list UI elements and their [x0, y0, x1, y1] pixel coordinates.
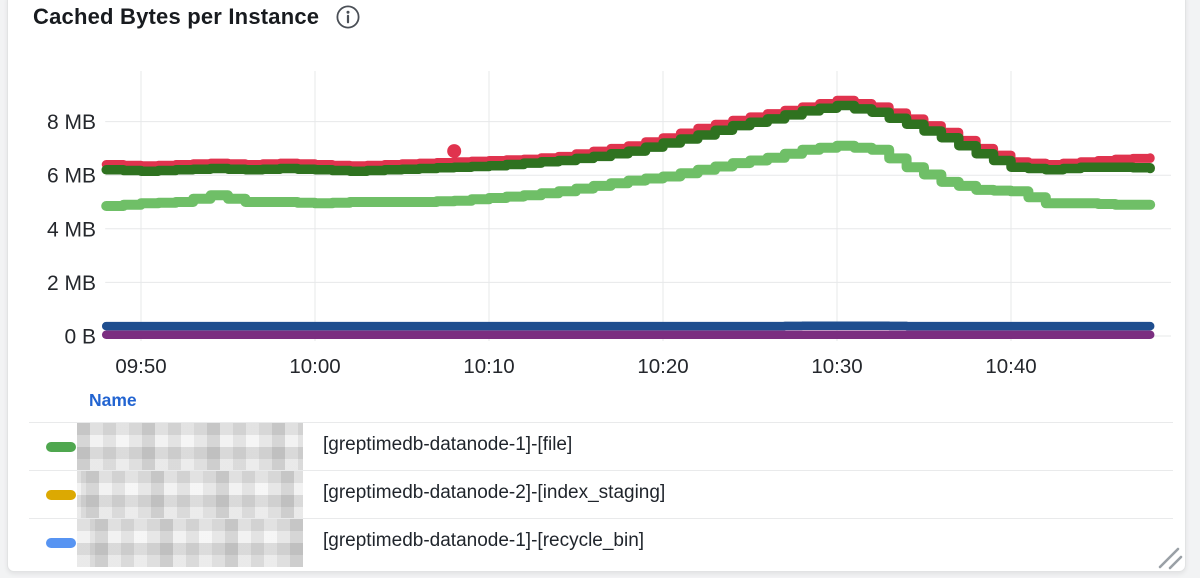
y-tick-label: 0 B	[64, 326, 96, 349]
x-tick-label: 10:40	[985, 355, 1036, 378]
panel-title: Cached Bytes per Instance	[33, 4, 320, 29]
series-line-light-green	[101, 140, 1156, 211]
legend-row-label: [greptimedb-datanode-1]-[file]	[323, 434, 573, 455]
panel-cached-bytes: Cached Bytes per Instance 0 B 2 MB 4 MB 6 M…	[7, 0, 1186, 572]
y-tick-label: 2 MB	[47, 272, 96, 295]
legend-rows: [greptimedb-datanode-1]-[file] [greptime…	[8, 422, 1185, 567]
x-tick-label: 09:50	[115, 355, 166, 378]
series-color-marker	[46, 490, 76, 500]
legend-row-label: [greptimedb-datanode-1]-[recycle_bin]	[323, 530, 645, 551]
legend-row[interactable]: [greptimedb-datanode-2]-[index_staging]	[29, 470, 1173, 519]
timeseries-chart[interactable]: 0 B 2 MB 4 MB 6 MB 8 MB 09:50 10:00 10:10 10:20 1…	[8, 0, 1185, 388]
legend-row[interactable]: [greptimedb-datanode-1]-[recycle_bin]	[29, 518, 1173, 567]
panel-resize-handle[interactable]	[1152, 543, 1184, 571]
series-line-dark-green	[101, 100, 1155, 176]
redacted-instance-text	[77, 471, 303, 519]
series-color-marker	[46, 538, 76, 548]
legend-column-header-name[interactable]: Name	[89, 390, 137, 410]
x-tick-label: 10:10	[463, 355, 514, 378]
y-tick-label: 8 MB	[47, 111, 96, 134]
redacted-instance-text	[77, 423, 303, 471]
x-tick-label: 10:30	[811, 355, 862, 378]
legend-row-label: [greptimedb-datanode-2]-[index_staging]	[323, 482, 666, 503]
series-color-marker	[46, 442, 76, 452]
panel-header: Cached Bytes per Instance	[33, 4, 361, 30]
x-tick-label: 10:20	[637, 355, 688, 378]
axis-tick-labels: 0 B 2 MB 4 MB 6 MB 8 MB 09:50 10:00 10:10 10:20 1…	[47, 111, 1037, 378]
legend-row[interactable]: [greptimedb-datanode-1]-[file]	[29, 422, 1173, 471]
y-tick-label: 4 MB	[47, 218, 96, 241]
x-tick-label: 10:00	[289, 355, 340, 378]
outlier-point-red	[447, 144, 462, 159]
redacted-instance-text	[77, 519, 303, 567]
info-circle-icon[interactable]	[335, 4, 361, 30]
y-tick-label: 6 MB	[47, 165, 96, 188]
